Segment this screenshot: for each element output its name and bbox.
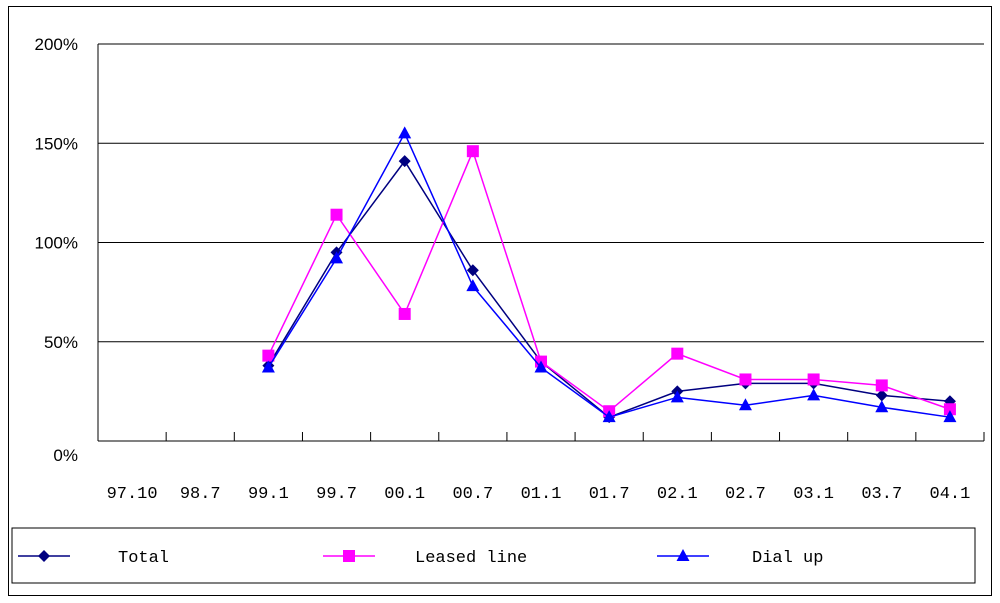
x-tick-label: 99.1	[248, 485, 289, 504]
data-point	[398, 126, 412, 139]
legend: Total Leased line Dial up	[11, 527, 976, 584]
x-tick-label: 03.7	[861, 485, 902, 504]
legend-label: Total	[118, 549, 169, 568]
x-tick-label: 99.7	[316, 485, 357, 504]
y-tick-label: 150%	[35, 134, 78, 153]
x-tick-label: 01.7	[589, 485, 630, 504]
data-point	[330, 251, 344, 264]
data-point	[670, 390, 684, 403]
x-tick-label: 04.1	[930, 485, 971, 504]
legend-marker	[38, 550, 50, 562]
x-tick-label: 01.1	[521, 485, 562, 504]
data-point	[875, 379, 888, 392]
y-tick-label: 100%	[35, 234, 78, 253]
x-tick-label: 02.1	[657, 485, 698, 504]
legend-box	[11, 527, 976, 584]
data-point	[261, 360, 275, 373]
x-tick-label: 00.7	[452, 485, 493, 504]
data-point	[739, 373, 752, 386]
legend-marker	[343, 550, 355, 562]
data-point	[262, 349, 275, 362]
series-leased-line	[262, 145, 956, 418]
data-point	[943, 403, 956, 416]
y-tick-label: 0%	[53, 446, 78, 465]
data-point	[466, 264, 479, 277]
y-tick-label: 200%	[35, 35, 78, 54]
series-dial-up	[261, 126, 957, 423]
x-tick-label: 98.7	[180, 485, 221, 504]
legend-marker	[676, 549, 690, 561]
x-tick-label: 97.10	[107, 485, 158, 504]
data-point	[671, 347, 684, 360]
x-tick-label: 03.1	[793, 485, 834, 504]
data-point	[943, 410, 957, 423]
series-line	[267, 149, 951, 413]
data-point	[875, 400, 889, 413]
series-line	[267, 131, 951, 419]
data-point	[807, 388, 821, 401]
x-tick-label: 00.1	[384, 485, 425, 504]
legend-label: Dial up	[752, 549, 823, 568]
data-point	[466, 145, 479, 158]
data-point	[738, 398, 752, 411]
data-point	[807, 373, 820, 386]
data-point	[398, 307, 411, 320]
data-point	[398, 155, 411, 168]
data-point	[466, 279, 480, 292]
legend-label: Leased line	[415, 549, 527, 568]
chart-frame	[8, 6, 992, 596]
data-point	[875, 389, 888, 402]
data-point	[602, 410, 616, 423]
series-line	[267, 159, 950, 419]
x-tick-label: 02.7	[725, 485, 766, 504]
axis-layer: 0% 50% 100% 150% 200% 97.10 98.7 99.1 99.7 00.1 00…	[35, 35, 985, 504]
grid-layer	[98, 43, 984, 343]
y-tick-label: 50%	[44, 333, 78, 352]
data-point	[330, 208, 343, 221]
series-layer	[261, 126, 957, 424]
data-point	[534, 360, 548, 373]
